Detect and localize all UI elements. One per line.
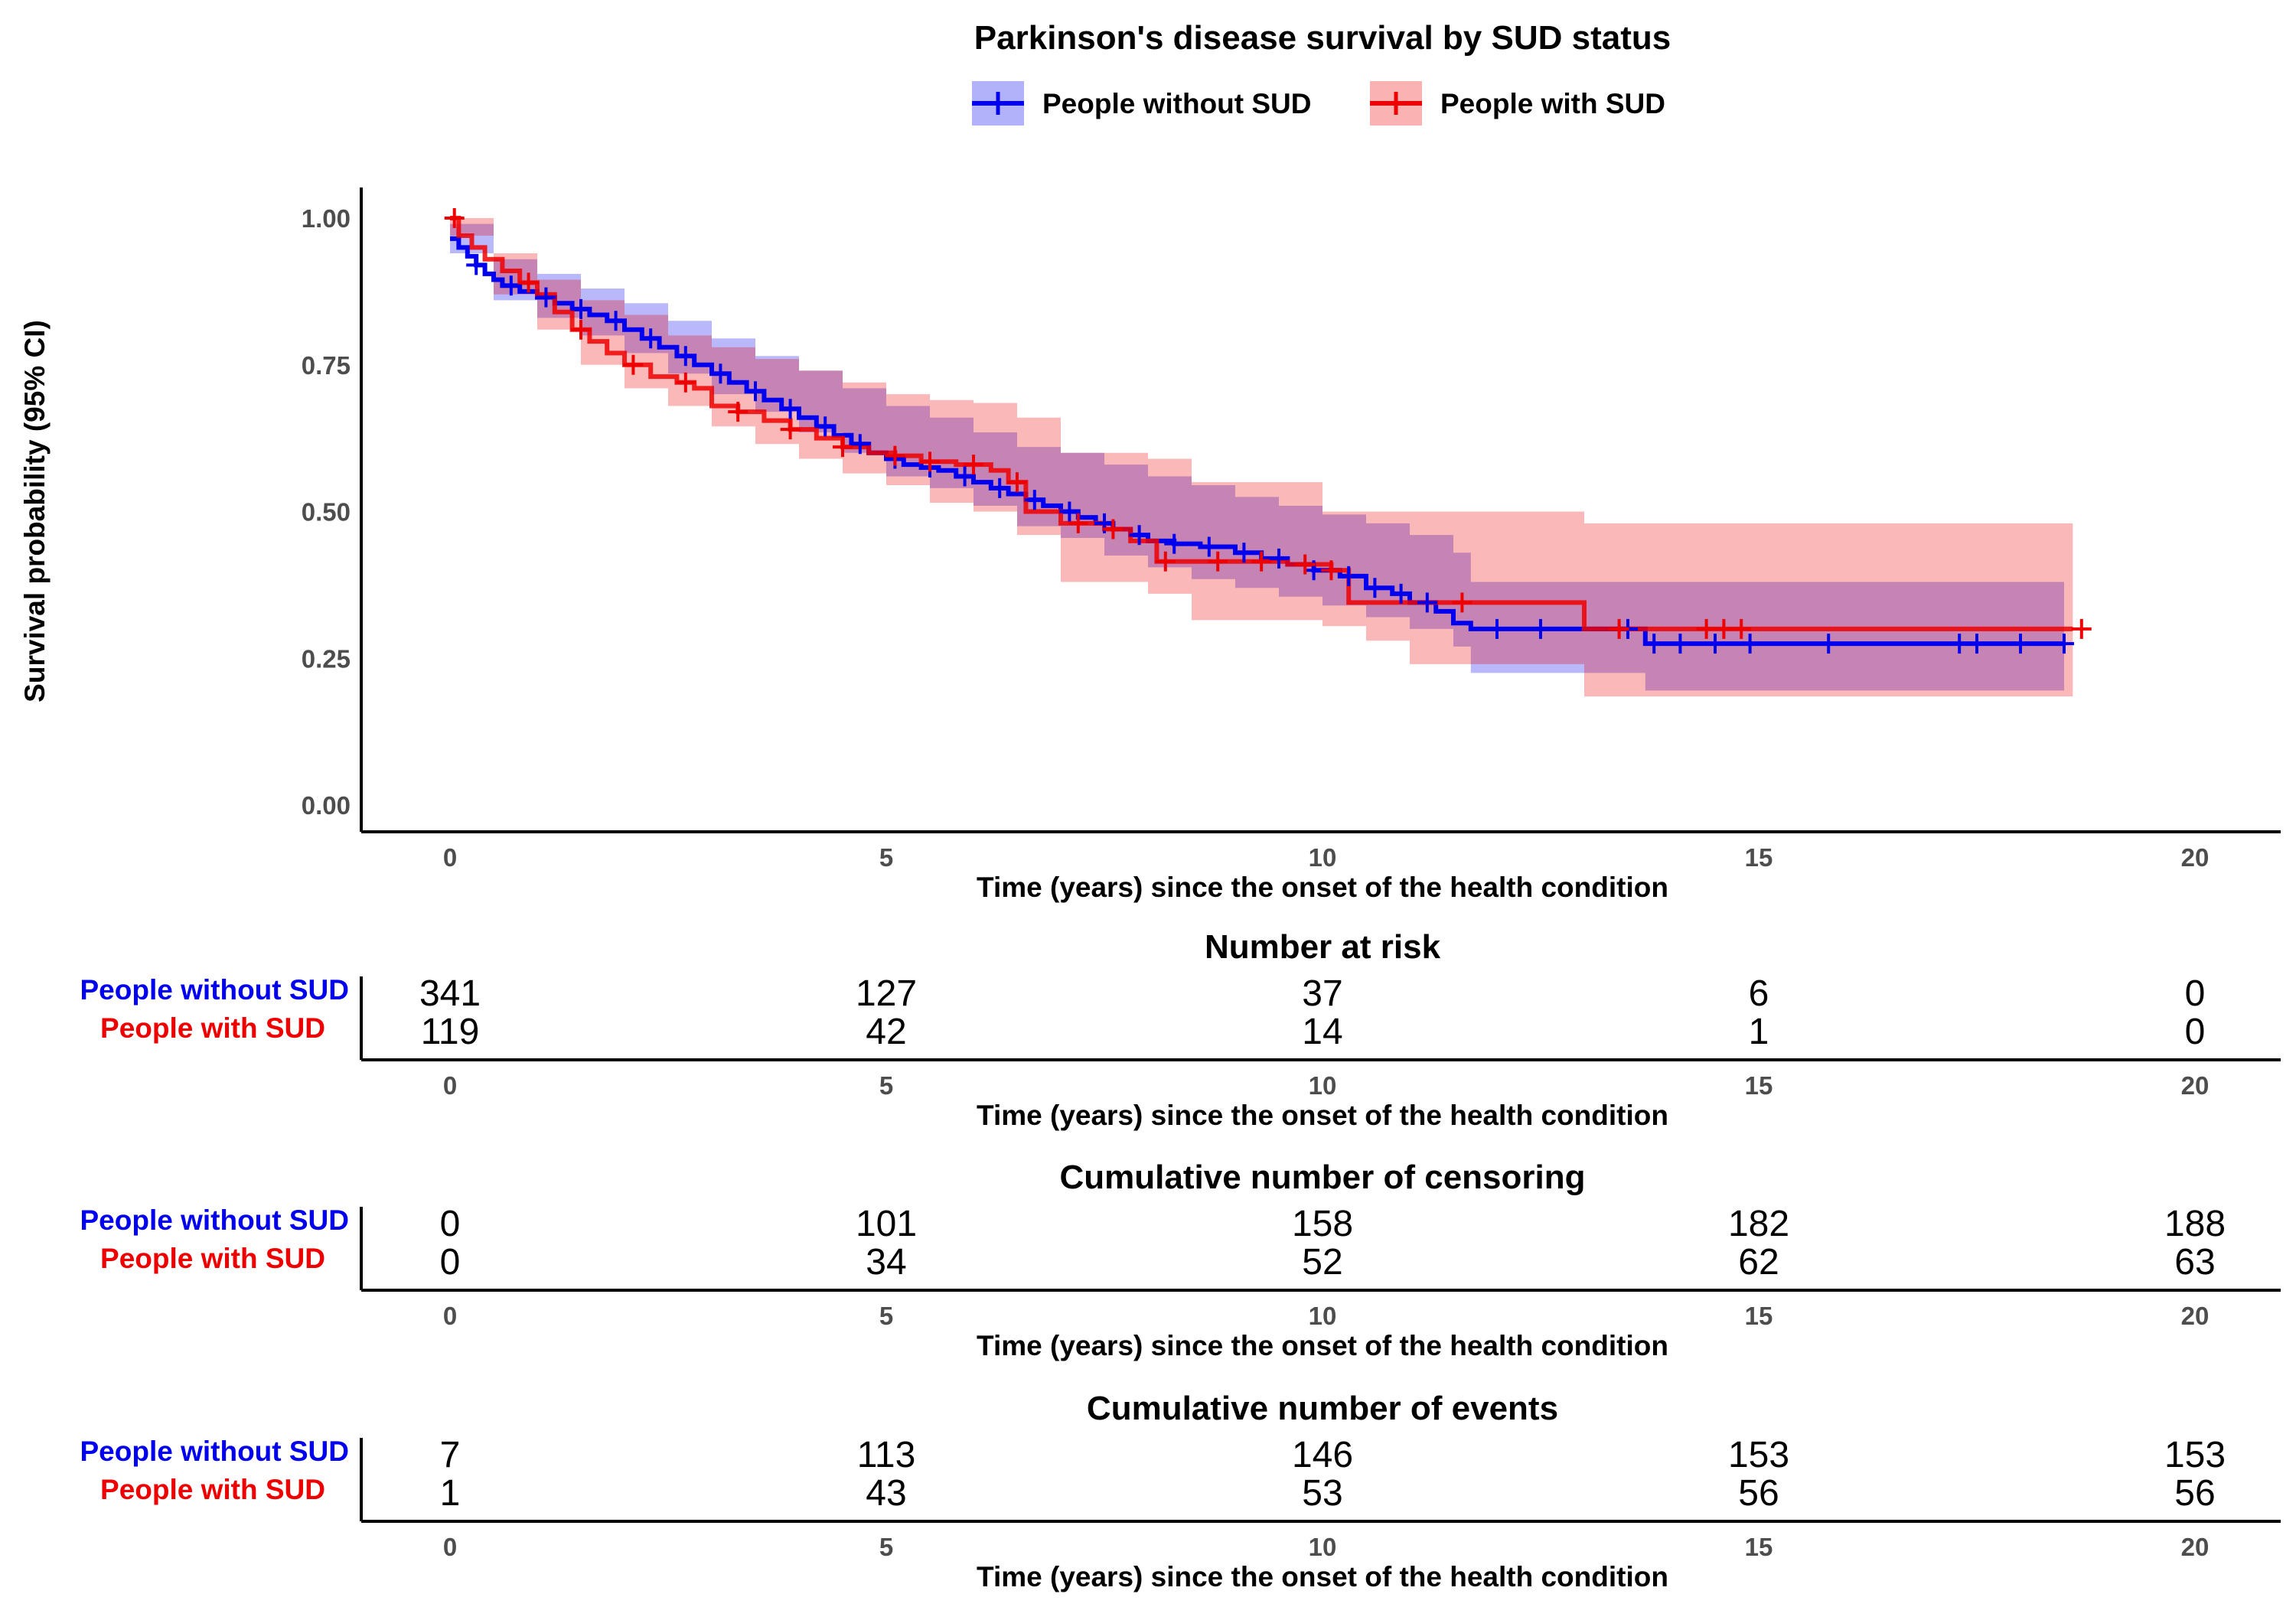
risk-table: Cumulative number of events People withou… (80, 1390, 2281, 1592)
legend-label: People with SUD (1440, 88, 1665, 119)
legend-label: People without SUD (1042, 88, 1312, 119)
x-tick-label: 0 (443, 843, 457, 872)
table-cell: 127 (856, 973, 917, 1014)
table-cell: 0 (440, 1242, 461, 1283)
table-cell: 101 (856, 1204, 917, 1244)
x-tick-label: 20 (2181, 843, 2210, 872)
table-cell: 1 (440, 1473, 461, 1514)
table-x-tick-label: 10 (1309, 1533, 1337, 1561)
table-cell: 52 (1302, 1242, 1342, 1283)
table-cell: 158 (1292, 1204, 1353, 1244)
table-x-tick-label: 20 (2181, 1071, 2210, 1100)
x-tick-label: 5 (879, 843, 893, 872)
table-x-tick-label: 15 (1745, 1302, 1773, 1330)
legend-key (972, 81, 1024, 125)
table-x-tick-label: 5 (879, 1533, 893, 1561)
table-x-tick-label: 15 (1745, 1533, 1773, 1561)
table-x-tick-label: 5 (879, 1071, 893, 1100)
table-cell: 53 (1302, 1473, 1342, 1514)
table-row-label: People without SUD (80, 974, 350, 1006)
table-cell: 0 (2185, 973, 2206, 1014)
table-cell: 56 (2174, 1473, 2215, 1514)
table-row-label: People without SUD (80, 1204, 350, 1236)
table-cell: 146 (1292, 1435, 1353, 1475)
y-tick-label: 0.25 (302, 644, 351, 673)
table-x-axis-label: Time (years) since the onset of the heal… (977, 1330, 1668, 1361)
table-x-tick-label: 20 (2181, 1302, 2210, 1330)
table-x-tick-label: 0 (443, 1302, 457, 1330)
table-row-label: People without SUD (80, 1436, 350, 1467)
table-cell: 119 (421, 1012, 480, 1052)
curve-with-sud (450, 216, 2073, 631)
table-cell: 153 (1728, 1435, 1789, 1475)
x-tick-label: 15 (1745, 843, 1773, 872)
table-x-tick-label: 15 (1745, 1071, 1773, 1100)
table-cell: 182 (1728, 1204, 1789, 1244)
table-cell: 56 (1738, 1473, 1779, 1514)
table-x-tick-label: 10 (1309, 1071, 1337, 1100)
table-cell: 113 (857, 1435, 916, 1475)
table-cell: 14 (1302, 1012, 1342, 1052)
table-row-label: People with SUD (100, 1243, 325, 1274)
table-cell: 43 (866, 1473, 906, 1514)
table-x-tick-label: 20 (2181, 1533, 2210, 1561)
table-x-tick-label: 0 (443, 1071, 457, 1100)
chart-title: Parkinson's disease survival by SUD stat… (974, 19, 1671, 57)
table-title: Cumulative number of events (1087, 1390, 1558, 1427)
table-cell: 1 (1749, 1012, 1769, 1052)
survival-plot: Parkinson's disease survival by SUD stat… (19, 19, 2281, 903)
table-cell: 153 (2164, 1435, 2226, 1475)
table-cell: 62 (1738, 1242, 1779, 1283)
table-cell: 63 (2174, 1242, 2215, 1283)
table-cell: 0 (440, 1204, 461, 1244)
table-x-tick-label: 5 (879, 1302, 893, 1330)
table-cell: 7 (440, 1435, 461, 1475)
table-cell: 0 (2185, 1012, 2206, 1052)
y-tick-label: 0.00 (302, 791, 351, 820)
table-title: Number at risk (1205, 928, 1441, 966)
ci-band-with-sud (450, 218, 2073, 697)
table-cell: 6 (1749, 973, 1769, 1014)
table-cell: 341 (419, 973, 481, 1014)
table-cell: 188 (2164, 1204, 2226, 1244)
legend-key (1370, 81, 1422, 125)
legend: People without SUD People with SUD (972, 81, 1665, 125)
table-cell: 37 (1302, 973, 1342, 1014)
table-x-tick-label: 10 (1309, 1302, 1337, 1330)
table-x-tick-label: 0 (443, 1533, 457, 1561)
x-tick-label: 10 (1309, 843, 1337, 872)
table-row-label: People with SUD (100, 1474, 325, 1505)
y-tick-label: 0.50 (302, 498, 351, 526)
table-title: Cumulative number of censoring (1060, 1159, 1586, 1196)
censor-marks-with-sud (444, 208, 2092, 639)
table-row-label: People with SUD (100, 1012, 325, 1044)
risk-table: Number at risk People without SUD 341 127 37… (80, 928, 2281, 1131)
table-cell: 34 (866, 1242, 906, 1283)
risk-table: Cumulative number of censoring People wit… (80, 1159, 2281, 1361)
table-cell: 42 (866, 1012, 906, 1052)
y-tick-label: 0.75 (302, 351, 351, 380)
y-tick-label: 1.00 (302, 204, 351, 233)
table-x-axis-label: Time (years) since the onset of the heal… (977, 1100, 1668, 1131)
table-x-axis-label: Time (years) since the onset of the heal… (977, 1561, 1668, 1592)
y-axis-label: Survival probability (95% CI) (19, 320, 51, 702)
x-axis-label: Time (years) since the onset of the heal… (977, 872, 1668, 903)
